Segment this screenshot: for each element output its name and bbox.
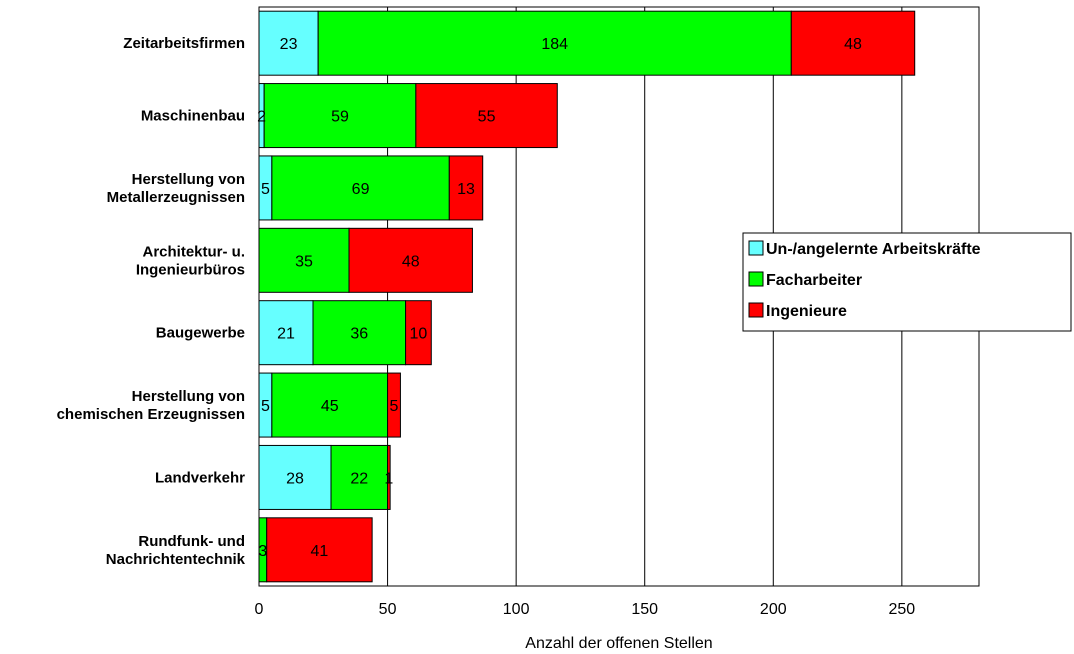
legend-swatch bbox=[748, 271, 764, 287]
category-label: Baugewerbe bbox=[156, 325, 245, 342]
x-tick-label: 250 bbox=[889, 601, 916, 618]
data-label: 5 bbox=[261, 181, 270, 198]
bar-segment bbox=[790, 10, 916, 76]
data-label: 35 bbox=[295, 253, 313, 270]
bar-segment bbox=[415, 83, 558, 149]
data-label: 36 bbox=[350, 326, 368, 343]
bar-segment bbox=[271, 155, 450, 221]
x-tick-label: 0 bbox=[255, 601, 264, 618]
data-label: 48 bbox=[402, 253, 420, 270]
bar-segment bbox=[317, 10, 792, 76]
bar-segment bbox=[448, 155, 484, 221]
x-tick-label: 200 bbox=[760, 601, 787, 618]
bar-segment bbox=[258, 10, 319, 76]
category-label: Zeitarbeitsfirmen bbox=[123, 35, 245, 52]
bar-segment bbox=[387, 444, 391, 510]
bar-segment bbox=[312, 300, 407, 366]
category-labels: Zeitarbeitsfirmen Maschinenbau Herstellung… bbox=[57, 35, 246, 568]
data-label: 1 bbox=[384, 470, 393, 487]
data-label: 21 bbox=[277, 326, 295, 343]
legend-box bbox=[742, 232, 1072, 332]
category-label: Architektur- u. Ingenieurbüros bbox=[136, 243, 245, 278]
bar-segment bbox=[266, 517, 373, 583]
data-label: 69 bbox=[352, 181, 370, 198]
bar-segment bbox=[258, 444, 332, 510]
data-label: 5 bbox=[390, 398, 399, 415]
data-label: 5 bbox=[261, 398, 270, 415]
data-label: 41 bbox=[311, 543, 329, 560]
data-label: 45 bbox=[321, 398, 339, 415]
x-tick-label: 100 bbox=[503, 601, 530, 618]
category-label: Herstellung von chemischen Erzeugnissen bbox=[57, 388, 245, 423]
legend-label: Facharbeiter bbox=[766, 272, 862, 289]
legend-label: Ingenieure bbox=[766, 303, 847, 320]
legend-label: Un-/angelernte Arbeitskräfte bbox=[766, 241, 981, 258]
bar-segment bbox=[263, 83, 417, 149]
data-label: 3 bbox=[258, 543, 267, 560]
bar-segment bbox=[405, 300, 432, 366]
data-label: 10 bbox=[410, 326, 428, 343]
bar-segment bbox=[258, 300, 314, 366]
x-tick-label: 50 bbox=[379, 601, 397, 618]
category-label: Landverkehr bbox=[155, 469, 245, 486]
bar-segment bbox=[387, 372, 401, 438]
bar-segment bbox=[330, 444, 389, 510]
data-label: 2 bbox=[257, 109, 266, 126]
bars bbox=[258, 10, 916, 583]
bar-segment bbox=[258, 227, 350, 293]
category-label: Herstellung von Metallerzeugnissen bbox=[107, 171, 245, 206]
category-label: Maschinenbau bbox=[141, 108, 245, 125]
data-label: 13 bbox=[457, 181, 475, 198]
data-label: 28 bbox=[286, 470, 304, 487]
data-label: 59 bbox=[331, 109, 349, 126]
legend-swatch bbox=[748, 302, 764, 318]
data-label: 55 bbox=[478, 109, 496, 126]
data-label: 22 bbox=[350, 470, 368, 487]
legend-swatch bbox=[748, 240, 764, 256]
legend: Un-/angelernte Arbeitskräfte Facharbeiter… bbox=[742, 232, 1072, 332]
data-label: 184 bbox=[541, 36, 568, 53]
data-label: 48 bbox=[844, 36, 862, 53]
bar-segment bbox=[348, 227, 473, 293]
x-tick-label: 150 bbox=[631, 601, 658, 618]
x-axis-title: Anzahl der offenen Stellen bbox=[525, 635, 712, 652]
data-label: 23 bbox=[280, 36, 298, 53]
category-label: Rundfunk- und Nachrichtentechnik bbox=[106, 533, 246, 568]
x-tick-labels: 0 50 100 150 200 250 bbox=[255, 601, 916, 618]
